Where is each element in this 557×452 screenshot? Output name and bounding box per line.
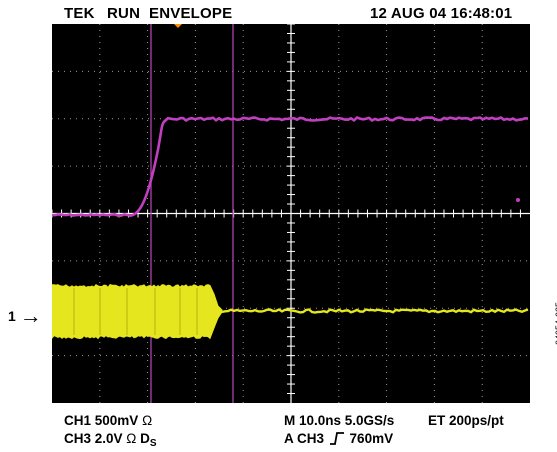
waveform-display [52,24,530,403]
footer-trigger: A CH3 760mV [284,431,393,446]
arrow-right-icon: → [19,303,42,328]
ch3-unit-subscript: S [149,438,157,449]
ch3-trace [52,116,529,217]
footer-equivalent-time: ET 200ps/pt [428,413,504,428]
rising-edge-icon [329,432,344,445]
footer-ch3-row: CH3 2.0V Ω DS [64,431,157,449]
ch3-trace-dot [516,198,520,202]
header-datetime: 12 AUG 04 16:48:01 [370,5,513,22]
trigger-channel: A CH3 [284,431,325,446]
ohm-icon: Ω [142,413,153,428]
channel-1-label: 1 [8,308,16,324]
ohm-icon: Ω [126,431,137,446]
trigger-level: 760mV [349,431,394,446]
footer-timebase: M 10.0ns 5.0GS/s [284,413,395,428]
ch3-settings: CH3 2.0V [64,431,123,446]
header-brand: TEK [64,5,95,22]
trigger-position-marker [174,24,182,28]
ch3-unit-suffix: D [140,431,150,446]
ch1-trace [219,308,529,314]
footer-ch1-row: CH1 500mV Ω [64,413,152,428]
header-acquisition-mode: ENVELOPE [149,5,233,22]
header-run-status: RUN [107,5,141,22]
scope-screen [52,24,530,403]
ch1-settings: CH1 500mV [64,413,139,428]
channel-1-marker: 1 → [8,303,42,329]
